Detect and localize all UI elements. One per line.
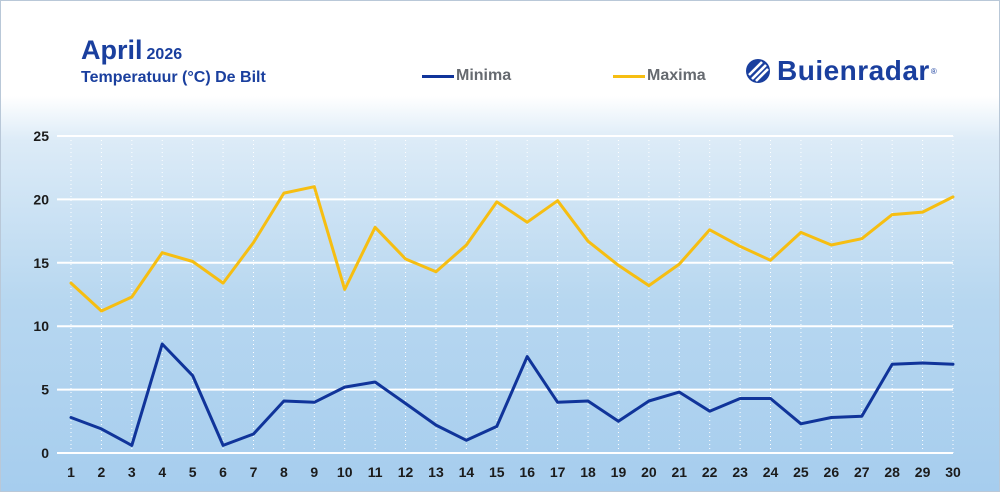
y-tick-label: 20 [33, 191, 49, 207]
legend-swatch-maxima [613, 74, 645, 78]
legend-item-maxima: Maxima [613, 67, 706, 85]
x-tick-label: 7 [250, 464, 258, 480]
logo-registered-mark: ® [930, 66, 937, 76]
x-tick-label: 19 [611, 464, 627, 480]
x-tick-label: 21 [671, 464, 687, 480]
legend-label-maxima: Maxima [647, 67, 706, 84]
y-tick-label: 10 [33, 318, 49, 334]
x-tick-label: 9 [310, 464, 318, 480]
x-tick-label: 8 [280, 464, 288, 480]
x-tick-label: 16 [519, 464, 535, 480]
x-tick-label: 23 [732, 464, 748, 480]
x-tick-label: 12 [398, 464, 414, 480]
chart-subtitle: Temperatuur (°C) De Bilt [81, 69, 266, 86]
x-tick-label: 1 [67, 464, 75, 480]
series-line-minima [69, 342, 955, 447]
x-tick-label: 6 [219, 464, 227, 480]
x-tick-label: 29 [915, 464, 931, 480]
y-tick-label: 0 [41, 445, 49, 461]
legend-label-minima: Minima [456, 67, 512, 84]
x-tick-label: 2 [98, 464, 106, 480]
x-tick-label: 14 [459, 464, 475, 480]
x-tick-label: 15 [489, 464, 505, 480]
buienradar-logo: Buienradar ® [745, 55, 937, 87]
x-tick-label: 28 [884, 464, 900, 480]
y-tick-label: 25 [33, 128, 49, 144]
legend-swatch-minima [422, 74, 454, 78]
x-tick-label: 20 [641, 464, 657, 480]
y-tick-label: 5 [41, 382, 49, 398]
x-tick-label: 24 [763, 464, 779, 480]
y-tick-label: 15 [33, 255, 49, 271]
chart-title: April 2026 [81, 35, 182, 66]
x-tick-label: 5 [189, 464, 197, 480]
x-tick-label: 18 [580, 464, 596, 480]
x-tick-label: 13 [428, 464, 444, 480]
logo-text: Buienradar [777, 55, 930, 86]
x-tick-label: 30 [945, 464, 961, 480]
title-month: April [81, 35, 143, 65]
buienradar-logo-icon [746, 59, 770, 83]
series-line-maxima [69, 185, 955, 313]
x-tick-label: 27 [854, 464, 870, 480]
x-tick-label: 25 [793, 464, 809, 480]
legend-item-minima: Minima [422, 67, 511, 85]
x-tick-label: 11 [368, 464, 383, 480]
x-tick-label: 26 [824, 464, 840, 480]
x-tick-label: 3 [128, 464, 136, 480]
x-tick-label: 10 [337, 464, 353, 480]
x-tick-label: 4 [158, 464, 166, 480]
x-tick-label: 22 [702, 464, 718, 480]
title-year: 2026 [146, 46, 183, 63]
x-tick-label: 17 [550, 464, 566, 480]
